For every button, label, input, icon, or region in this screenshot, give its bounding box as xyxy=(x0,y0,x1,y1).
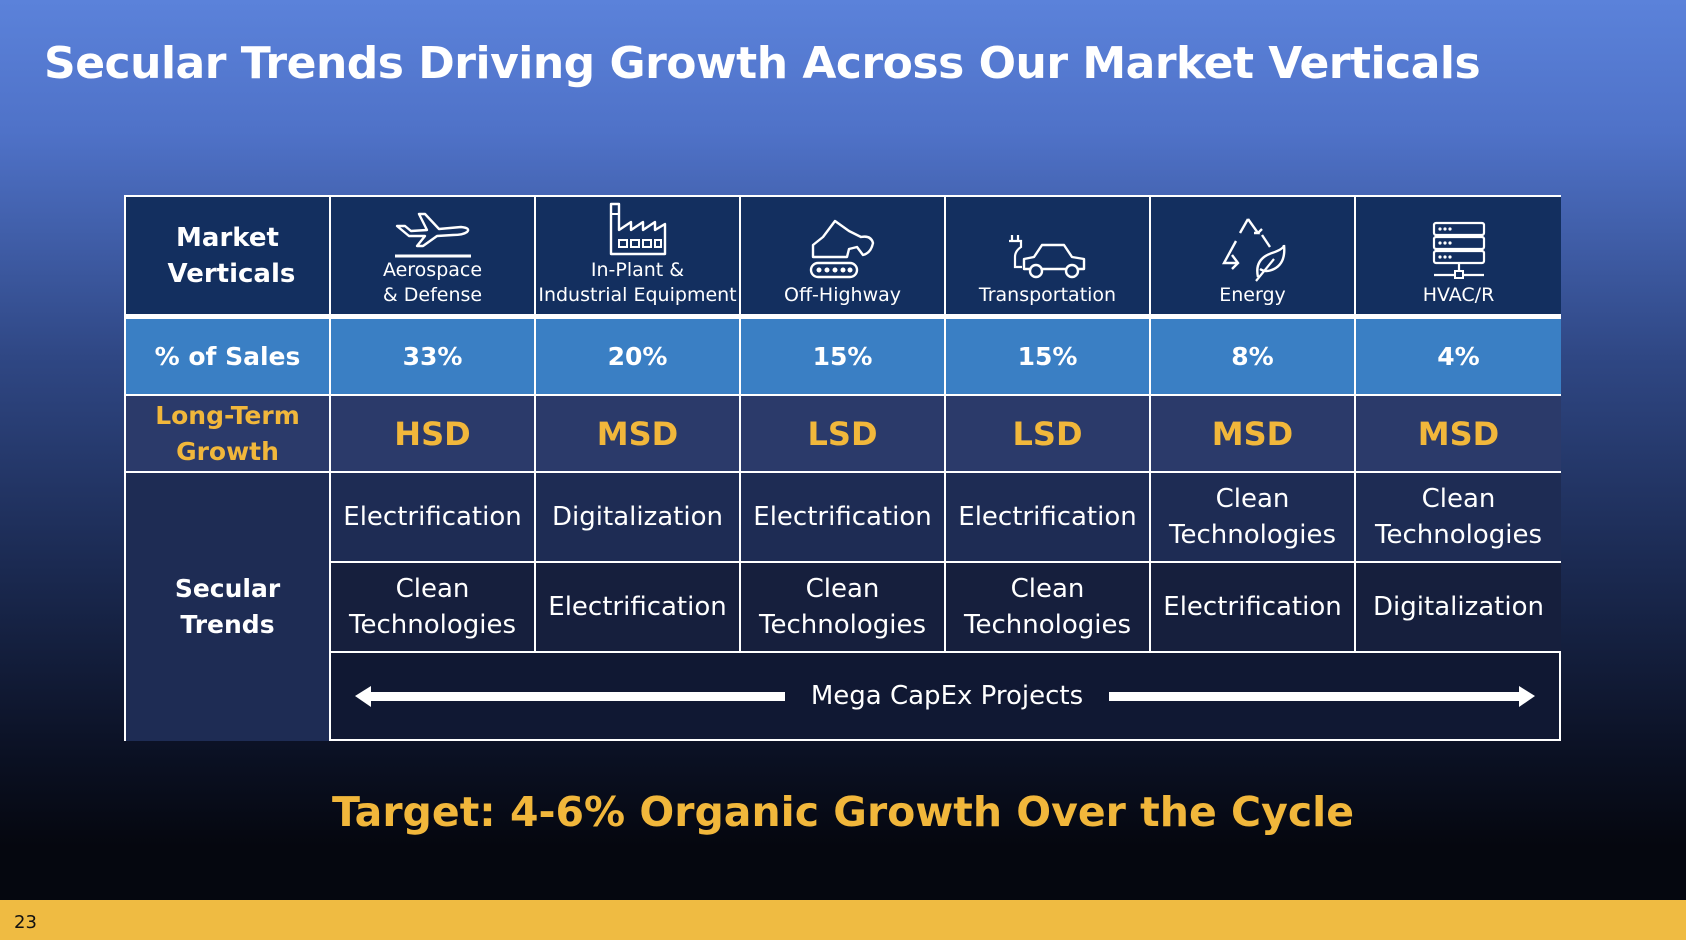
arrow-left-icon xyxy=(354,685,785,707)
sales-cell: 20% xyxy=(536,319,741,396)
growth-cell: LSD xyxy=(741,396,946,473)
trend-cell: Electrification xyxy=(1151,563,1356,653)
vertical-header-in-plant: In-Plant & Industrial Equipment xyxy=(536,197,741,319)
growth-cell: HSD xyxy=(331,396,536,473)
server-icon xyxy=(1432,221,1485,279)
growth-value: HSD xyxy=(394,414,471,453)
trend-text-line2: Technologies xyxy=(348,610,517,640)
trend-cell: Electrification xyxy=(536,563,741,653)
trend-cell: Clean Technologies xyxy=(946,563,1151,653)
growth-cell: MSD xyxy=(1151,396,1356,473)
trend-cell: Clean Technologies xyxy=(1356,473,1561,563)
vertical-name-line2: Industrial Equipment xyxy=(538,284,737,306)
recycle-leaf-icon xyxy=(1221,218,1285,282)
vertical-name: Transportation xyxy=(978,284,1117,306)
page-number: 23 xyxy=(14,912,37,933)
growth-cell: LSD xyxy=(946,396,1151,473)
growth-cell: MSD xyxy=(536,396,741,473)
trend-text-line2: Technologies xyxy=(1168,520,1337,550)
trend-text: Clean xyxy=(395,574,470,604)
trend-text: Clean xyxy=(1010,574,1085,604)
sales-value: 33% xyxy=(402,342,463,371)
growth-value: LSD xyxy=(807,414,878,453)
vertical-name: Aerospace xyxy=(382,259,483,281)
trend-cell: Electrification xyxy=(946,473,1151,563)
growth-value: MSD xyxy=(1417,414,1500,453)
trend-text-line2: Technologies xyxy=(963,610,1132,640)
sales-value: 15% xyxy=(812,342,873,371)
vertical-header-aerospace: Aerospace & Defense xyxy=(331,197,536,319)
sales-label: % of Sales xyxy=(154,341,301,371)
vertical-header-off-highway: Off-Highway xyxy=(741,197,946,319)
electric-car-icon xyxy=(1008,235,1085,279)
trend-cell: Clean Technologies xyxy=(741,563,946,653)
growth-label-line2: Growth xyxy=(176,436,279,466)
trend-text: Digitalization xyxy=(552,502,723,532)
excavator-icon xyxy=(809,219,874,279)
trend-cell: Electrification xyxy=(331,473,536,563)
growth-value: LSD xyxy=(1012,414,1083,453)
trend-text: Clean xyxy=(1421,484,1496,514)
growth-value: MSD xyxy=(1211,414,1294,453)
arrow-right-icon xyxy=(1109,685,1536,707)
mega-capex-label: Mega CapEx Projects xyxy=(810,681,1084,711)
sales-cell: 8% xyxy=(1151,319,1356,396)
trend-text-line2: Technologies xyxy=(758,610,927,640)
growth-label-line1: Long-Term xyxy=(155,400,300,430)
trend-text: Electrification xyxy=(548,592,727,622)
secular-trends-label-cell: Secular Trends xyxy=(126,473,331,741)
factory-icon xyxy=(609,202,666,256)
sales-cell: 15% xyxy=(946,319,1151,396)
sales-label-cell: % of Sales xyxy=(126,319,331,396)
sales-value: 4% xyxy=(1437,342,1480,371)
trend-cell: Electrification xyxy=(741,473,946,563)
target-statement: Target: 4-6% Organic Growth Over the Cyc… xyxy=(331,788,1355,836)
vertical-name-line2: & Defense xyxy=(382,284,483,306)
sales-value: 20% xyxy=(607,342,668,371)
sales-cell: 15% xyxy=(741,319,946,396)
growth-label-cell: Long-Term Growth xyxy=(126,396,331,473)
vertical-header-energy: Energy xyxy=(1151,197,1356,319)
page-title: Secular Trends Driving Growth Across Our… xyxy=(44,38,1481,89)
market-verticals-label: Market Verticals xyxy=(167,222,296,289)
growth-cell: MSD xyxy=(1356,396,1561,473)
secular-trends-label-line1: Secular xyxy=(174,574,281,603)
growth-value: MSD xyxy=(596,414,679,453)
vertical-header-transportation: Transportation xyxy=(946,197,1151,319)
trend-text: Electrification xyxy=(753,502,932,532)
vertical-name: HVAC/R xyxy=(1422,284,1495,306)
sales-value: 15% xyxy=(1017,342,1078,371)
trend-text: Clean xyxy=(805,574,880,604)
vertical-name: Energy xyxy=(1219,284,1286,306)
trend-text: Electrification xyxy=(1163,592,1342,622)
mega-capex-row: Mega CapEx Projects xyxy=(329,653,1559,739)
trend-text: Clean xyxy=(1215,484,1290,514)
footer-bar xyxy=(0,900,1686,940)
market-verticals-table: Market Verticals Aerospace & Defense In-… xyxy=(124,195,1561,741)
vertical-header-hvac: HVAC/R xyxy=(1356,197,1561,319)
trend-text: Electrification xyxy=(343,502,522,532)
trend-cell: Clean Technologies xyxy=(331,563,536,653)
trend-cell: Clean Technologies xyxy=(1151,473,1356,563)
trend-text: Electrification xyxy=(958,502,1137,532)
market-verticals-label-cell: Market Verticals xyxy=(126,197,331,319)
trend-cell: Digitalization xyxy=(1356,563,1561,653)
sales-cell: 33% xyxy=(331,319,536,396)
secular-trends-label-line2: Trends xyxy=(180,610,275,639)
airplane-icon xyxy=(394,212,471,258)
trend-cell: Digitalization xyxy=(536,473,741,563)
sales-cell: 4% xyxy=(1356,319,1561,396)
vertical-name: Off-Highway xyxy=(784,284,901,306)
sales-value: 8% xyxy=(1231,342,1274,371)
vertical-name: In-Plant & xyxy=(590,259,685,281)
trend-text: Digitalization xyxy=(1373,592,1544,622)
trend-text-line2: Technologies xyxy=(1374,520,1543,550)
